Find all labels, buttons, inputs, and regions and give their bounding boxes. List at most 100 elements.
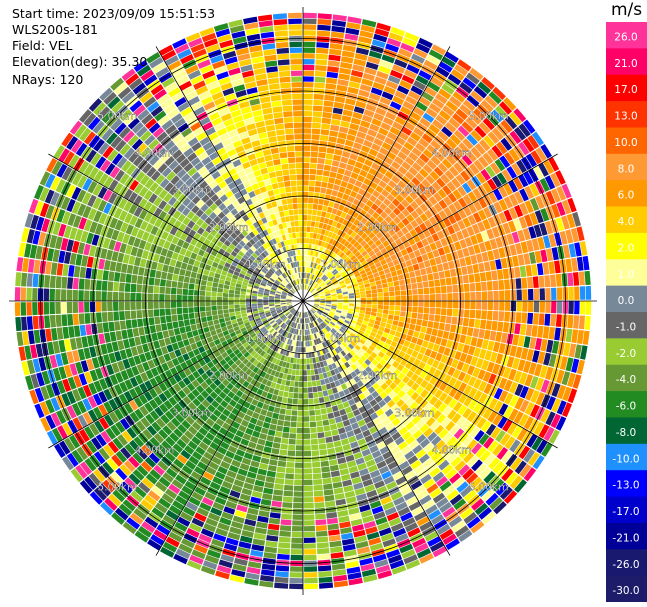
velocity-cell [443,196,453,206]
velocity-cell [375,261,382,268]
velocity-cell [442,432,453,443]
velocity-cell [306,364,311,370]
velocity-cell [445,316,452,324]
velocity-cell [391,198,401,207]
velocity-cell [327,272,333,278]
velocity-cell [211,310,218,316]
velocity-cell [321,283,326,288]
velocity-cell [507,220,517,233]
velocity-cell [388,310,395,315]
velocity-cell [482,152,494,165]
velocity-cell [571,329,579,344]
velocity-cell [401,199,410,208]
velocity-cell [500,119,513,133]
velocity-cell [490,351,498,363]
velocity-cell [330,546,343,553]
velocity-cell [527,312,534,325]
velocity-cell [360,291,366,295]
velocity-cell [496,172,508,185]
velocity-cell [479,139,491,152]
velocity-cell [354,306,360,310]
velocity-cell [503,490,518,504]
velocity-cell [356,95,368,103]
velocity-cell [456,481,469,493]
velocity-cell [394,264,402,271]
velocity-cell [563,342,571,357]
velocity-cell [176,307,183,315]
velocity-cell [551,340,560,354]
velocity-cell [477,369,486,380]
velocity-cell [522,289,528,301]
velocity-cell [276,395,283,403]
velocity-cell [291,369,296,376]
velocity-cell [189,318,196,325]
velocity-cell [336,276,343,281]
velocity-cell [328,219,334,226]
velocity-cell [154,316,161,325]
velocity-cell [218,283,224,289]
velocity-cell [424,333,431,342]
velocity-cell [211,296,217,301]
velocity-cell [481,251,489,262]
velocity-cell [427,81,441,93]
velocity-cell [130,283,137,293]
velocity-cell [313,490,324,497]
velocity-cell [355,540,369,549]
velocity-cell [15,317,22,332]
velocity-cell [400,311,406,317]
velocity-cell [425,327,433,335]
velocity-cell [410,391,420,401]
velocity-cell [434,314,441,322]
velocity-cell [366,489,378,498]
velocity-cell [264,440,273,448]
velocity-cell [312,334,316,340]
velocity-cell [285,473,294,480]
velocity-cell [356,244,363,251]
velocity-cell [418,193,428,203]
velocity-cell [382,313,388,319]
velocity-cell [392,360,400,369]
velocity-cell [417,409,427,419]
velocity-cell [424,392,434,402]
velocity-cell [394,170,404,180]
velocity-cell [202,321,209,328]
velocity-cell [471,223,481,235]
velocity-cell [317,344,322,350]
velocity-cell [352,383,360,391]
velocity-cell [153,309,160,317]
velocity-cell [166,272,173,281]
velocity-cell [538,424,550,439]
velocity-cell [480,169,491,181]
velocity-cell [49,275,56,288]
velocity-cell [469,67,484,81]
velocity-cell [438,459,450,471]
velocity-cell [335,90,347,98]
velocity-cell [306,284,309,290]
velocity-cell [324,270,330,276]
velocity-cell [397,151,408,161]
velocity-cell [328,529,340,536]
velocity-cell [211,305,217,311]
velocity-cell [439,278,446,286]
velocity-cell [328,418,336,425]
velocity-cell [484,95,498,109]
velocity-cell [303,497,314,503]
velocity-cell [320,241,326,247]
velocity-cell [314,299,320,301]
velocity-cell [257,301,263,304]
velocity-cell [78,290,84,301]
velocity-cell [151,261,158,270]
velocity-cell [312,262,316,268]
velocity-cell [437,162,448,173]
velocity-cell [234,294,240,298]
velocity-cell [372,553,387,563]
velocity-cell [317,325,322,331]
velocity-cell [401,175,411,185]
velocity-cell [419,438,431,449]
velocity-cell [414,197,424,206]
velocity-cell [335,354,341,361]
velocity-cell [481,359,490,371]
velocity-cell [493,400,504,413]
velocity-cell [382,538,396,548]
velocity-cell [307,311,311,317]
